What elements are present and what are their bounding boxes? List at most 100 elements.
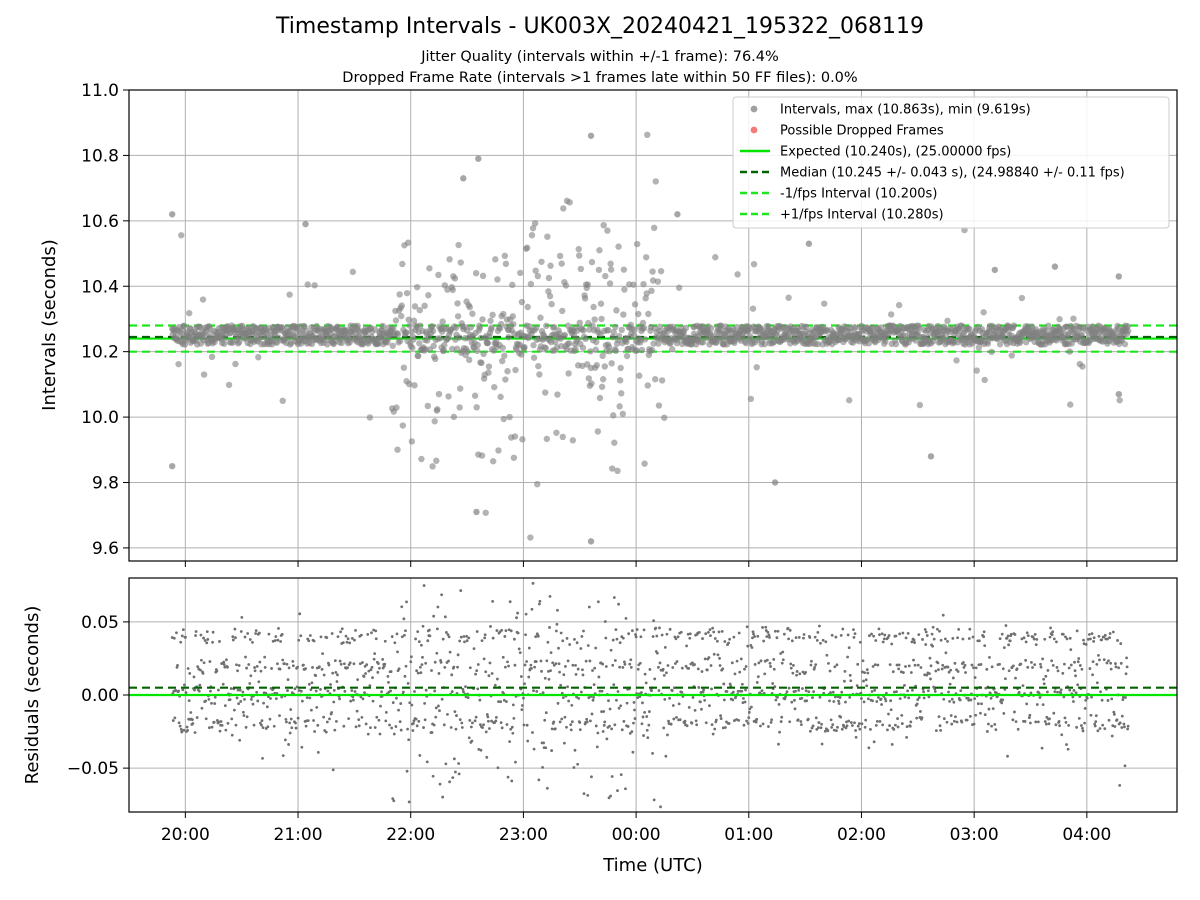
residual-point (434, 715, 438, 719)
residual-point (581, 668, 584, 672)
interval-point (485, 369, 492, 376)
interval-point (661, 414, 668, 421)
residual-point (1115, 718, 1119, 722)
residual-point (1083, 706, 1087, 710)
residual-point (962, 661, 965, 664)
interval-point (877, 324, 885, 331)
residual-point (375, 715, 379, 719)
residual-point (870, 632, 873, 636)
residual-point (703, 698, 707, 702)
residual-point (594, 724, 598, 728)
residual-point (576, 762, 580, 766)
residual-point (522, 723, 526, 727)
interval-point (449, 286, 456, 294)
residual-point (551, 661, 555, 665)
interval-point (232, 360, 239, 368)
residual-point (923, 628, 927, 631)
residual-point (530, 607, 534, 611)
residual-point (332, 700, 336, 704)
residual-point (559, 631, 563, 635)
interval-point (639, 319, 647, 327)
residual-point (712, 630, 716, 634)
residual-point (1045, 715, 1049, 719)
interval-point (457, 259, 464, 266)
residual-point (1055, 640, 1058, 644)
interval-point (403, 289, 411, 297)
residual-point (194, 630, 198, 633)
y-tick-label: 10.8 (81, 146, 119, 166)
x-tick-label: 22:00 (386, 825, 435, 845)
residual-point (1094, 714, 1098, 718)
residual-point (1047, 722, 1051, 726)
interval-point (421, 302, 428, 310)
residual-point (316, 723, 320, 727)
interval-point (547, 262, 554, 269)
residual-point (759, 724, 762, 728)
residual-point (607, 796, 611, 800)
residual-point (228, 698, 232, 702)
residual-point (634, 635, 638, 639)
residual-point (891, 670, 895, 674)
residual-point (488, 727, 491, 730)
residual-point (646, 736, 650, 740)
interval-point (524, 303, 531, 311)
residual-point (889, 699, 893, 703)
residual-point (562, 673, 566, 677)
residual-point (900, 722, 904, 725)
residual-point (710, 687, 713, 691)
residual-point (854, 735, 858, 739)
residual-point (609, 648, 613, 652)
residual-point (424, 688, 428, 692)
residual-point (900, 713, 904, 717)
residual-point (531, 731, 534, 734)
residual-point (346, 666, 349, 670)
residual-point (180, 634, 184, 638)
residual-point (871, 699, 874, 703)
residual-point (231, 638, 235, 642)
interval-point (455, 334, 463, 341)
residual-point (361, 697, 365, 701)
interval-point (506, 413, 513, 421)
residual-point (538, 599, 542, 603)
residual-point (696, 667, 700, 671)
residual-point (791, 671, 795, 675)
residual-point (820, 742, 824, 746)
interval-point (175, 360, 182, 368)
residual-point (363, 691, 366, 695)
residual-point (1007, 643, 1011, 647)
residual-point (781, 650, 785, 654)
interval-point (445, 393, 452, 400)
interval-point (469, 310, 476, 317)
residual-point (627, 632, 631, 636)
residual-point (1063, 662, 1066, 666)
interval-point (492, 256, 499, 263)
residual-point (780, 661, 784, 665)
residual-point (932, 637, 936, 641)
residual-point (811, 696, 814, 699)
residual-point (1065, 743, 1068, 746)
residual-point (569, 728, 573, 732)
residual-point (913, 641, 916, 644)
residual-point (1124, 696, 1127, 699)
residual-point (740, 689, 744, 693)
residual-point (340, 627, 344, 631)
residual-point (235, 663, 238, 667)
residual-point (1006, 634, 1010, 638)
residual-point (357, 724, 361, 728)
residual-point (541, 765, 544, 769)
residual-point (234, 636, 237, 640)
residual-point (459, 589, 463, 592)
residual-point (948, 700, 952, 703)
residual-point (578, 721, 582, 724)
residual-point (924, 630, 928, 634)
residual-point (506, 775, 510, 779)
residual-point (499, 700, 502, 704)
residual-point (886, 728, 889, 732)
residual-point (916, 698, 920, 702)
residual-point (895, 690, 898, 694)
residual-point (1095, 662, 1099, 666)
residual-point (979, 711, 982, 715)
residual-point (549, 651, 553, 655)
residual-point (968, 715, 972, 718)
residual-point (296, 716, 300, 720)
